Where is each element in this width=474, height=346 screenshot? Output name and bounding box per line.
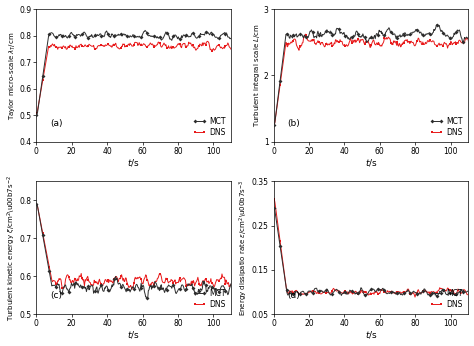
MCT <box>271 123 276 127</box>
DNS <box>129 287 135 291</box>
DNS <box>436 42 441 46</box>
DNS <box>391 39 396 43</box>
Legend: MCT, DNS: MCT, DNS <box>191 115 227 138</box>
Legend: MCT, DNS: MCT, DNS <box>428 115 465 138</box>
MCT <box>145 297 151 301</box>
X-axis label: $t$/s: $t$/s <box>365 157 377 168</box>
DNS <box>198 284 204 288</box>
MCT <box>434 293 439 298</box>
MCT <box>198 288 204 292</box>
MCT <box>390 289 396 293</box>
MCT <box>150 286 156 290</box>
Y-axis label: Turbulent integral scale $L$/cm: Turbulent integral scale $L$/cm <box>253 24 263 127</box>
DNS <box>271 123 276 127</box>
MCT <box>448 35 454 39</box>
DNS <box>153 280 159 284</box>
DNS <box>465 39 471 43</box>
DNS <box>387 36 392 40</box>
Line: MCT: MCT <box>272 24 470 127</box>
MCT <box>386 26 392 30</box>
MCT <box>150 34 156 38</box>
DNS <box>149 42 155 46</box>
MCT <box>434 23 439 27</box>
MCT <box>465 289 471 293</box>
MCT <box>465 37 471 41</box>
DNS <box>210 283 216 288</box>
Line: MCT: MCT <box>35 29 232 117</box>
MCT <box>153 281 159 285</box>
MCT <box>149 284 155 288</box>
Legend: MCT, DNS: MCT, DNS <box>428 288 465 310</box>
DNS <box>149 43 155 47</box>
DNS <box>210 46 216 51</box>
MCT <box>33 202 39 206</box>
X-axis label: $t$/s: $t$/s <box>127 157 140 168</box>
X-axis label: $t$/s: $t$/s <box>365 329 377 340</box>
DNS <box>205 39 210 43</box>
DNS <box>387 289 392 293</box>
MCT <box>34 202 40 206</box>
Line: MCT: MCT <box>272 207 470 297</box>
DNS <box>390 291 396 295</box>
MCT <box>272 123 277 127</box>
Y-axis label: Taylor micro-scale $\lambda_T$/cm: Taylor micro-scale $\lambda_T$/cm <box>8 31 18 120</box>
DNS <box>448 289 454 293</box>
Text: (a): (a) <box>50 119 63 128</box>
MCT <box>149 35 155 39</box>
MCT <box>228 282 234 286</box>
Line: DNS: DNS <box>272 33 470 127</box>
MCT <box>142 28 148 33</box>
MCT <box>387 291 392 295</box>
Text: (c): (c) <box>50 291 62 300</box>
DNS <box>387 38 393 42</box>
Legend: MCT, DNS: MCT, DNS <box>191 288 227 310</box>
Line: DNS: DNS <box>35 40 232 114</box>
MCT <box>387 27 392 31</box>
DNS <box>271 197 276 201</box>
Text: (d): (d) <box>287 291 300 300</box>
DNS <box>386 290 392 294</box>
MCT <box>448 291 454 295</box>
DNS <box>33 202 39 206</box>
DNS <box>448 39 454 44</box>
DNS <box>465 293 471 297</box>
DNS <box>34 111 40 115</box>
MCT <box>272 206 277 210</box>
MCT <box>436 24 441 28</box>
MCT <box>436 292 441 296</box>
DNS <box>436 289 441 293</box>
X-axis label: $t$/s: $t$/s <box>127 329 140 340</box>
MCT <box>34 113 40 117</box>
DNS <box>33 111 39 115</box>
MCT <box>386 291 392 295</box>
MCT <box>198 32 204 36</box>
Y-axis label: Energy dissipatio rate $\varepsilon$/cm$^2$\u00b7s$^{-3}$: Energy dissipatio rate $\varepsilon$/cm$… <box>238 180 250 316</box>
DNS <box>153 44 158 48</box>
DNS <box>272 123 277 127</box>
DNS <box>228 47 234 52</box>
Line: MCT: MCT <box>35 203 232 301</box>
Text: (b): (b) <box>287 119 300 128</box>
Y-axis label: Turbulent kinetic energy $\xi$/cm$^2$\u00b7s$^{-2}$: Turbulent kinetic energy $\xi$/cm$^2$\u0… <box>6 175 18 321</box>
MCT <box>228 36 234 40</box>
Line: DNS: DNS <box>272 198 470 299</box>
DNS <box>272 197 277 201</box>
MCT <box>33 113 39 117</box>
MCT <box>390 33 396 37</box>
MCT <box>210 32 216 36</box>
DNS <box>198 43 203 47</box>
MCT <box>210 286 216 290</box>
MCT <box>153 35 159 39</box>
DNS <box>150 280 156 284</box>
DNS <box>412 295 418 299</box>
DNS <box>303 32 309 36</box>
MCT <box>271 206 276 210</box>
DNS <box>228 283 234 287</box>
Line: DNS: DNS <box>35 203 232 290</box>
DNS <box>34 202 40 206</box>
DNS <box>149 280 155 284</box>
